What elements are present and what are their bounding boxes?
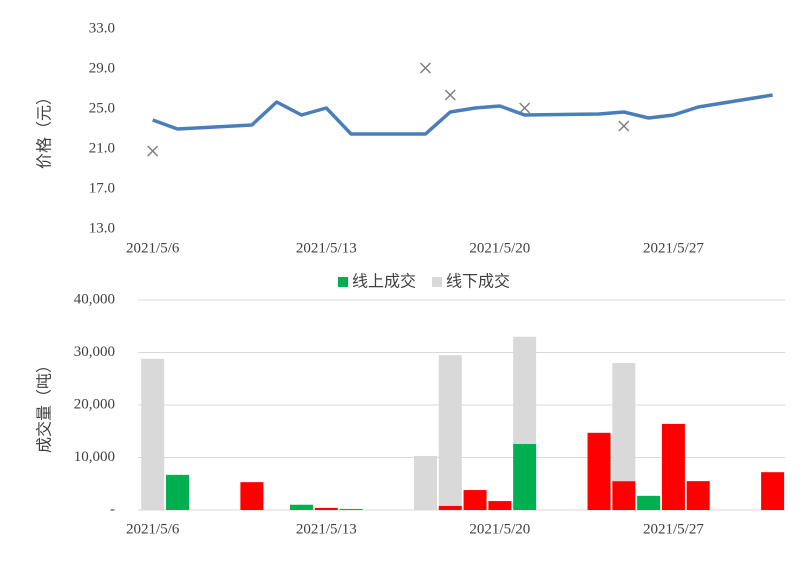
x-tick-label: 2021/5/6 (126, 521, 180, 537)
bar (339, 508, 363, 510)
legend-swatch (338, 277, 348, 287)
x-tick-label: 2021/5/13 (296, 521, 357, 537)
x-tick-label: 2021/5/20 (469, 240, 530, 256)
y-tick-label: 17.0 (89, 180, 115, 196)
bar (761, 472, 785, 510)
marker (618, 120, 630, 132)
legend-swatch (432, 277, 443, 287)
marker (519, 102, 531, 114)
bar (438, 355, 462, 506)
bar (513, 336, 537, 444)
y-tick-label: 13.0 (89, 220, 115, 236)
bar (438, 505, 462, 510)
y-tick-label: 30,000 (74, 344, 115, 360)
bar (513, 443, 537, 510)
marker (147, 145, 159, 157)
y-tick-label: 10,000 (74, 449, 115, 465)
y-tick-label: 29.0 (89, 60, 115, 76)
bar (661, 423, 685, 510)
y-tick-label: - (110, 501, 115, 517)
bar (488, 501, 512, 510)
bar (289, 504, 313, 510)
legend-label: 线上成交 (352, 272, 416, 291)
y-tick-label: 25.0 (89, 100, 115, 116)
marker (419, 62, 431, 74)
price-line (152, 93, 773, 136)
legend-label: 线下成交 (446, 272, 510, 291)
x-tick-label: 2021/5/6 (126, 240, 180, 256)
x-tick-label: 2021/5/27 (643, 240, 704, 256)
y-axis-title: 价格（元） (35, 89, 54, 169)
bar (587, 432, 611, 510)
x-tick-label: 2021/5/20 (469, 521, 530, 537)
bar (612, 363, 636, 482)
y-tick-label: 20,000 (74, 396, 115, 412)
bar (141, 358, 165, 510)
bar (413, 455, 437, 510)
bar (240, 482, 264, 510)
bar (166, 474, 190, 510)
bar (612, 481, 636, 510)
y-tick-label: 33.0 (89, 20, 115, 36)
marker (444, 89, 456, 101)
y-axis-title: 成交量（吨） (35, 357, 54, 453)
y-tick-label: 40,000 (74, 291, 115, 307)
bar (686, 481, 710, 510)
x-tick-label: 2021/5/13 (296, 240, 357, 256)
bar (637, 495, 661, 510)
x-tick-label: 2021/5/27 (643, 521, 704, 537)
y-tick-label: 21.0 (89, 140, 115, 156)
bar (463, 490, 487, 510)
bar (314, 507, 338, 510)
